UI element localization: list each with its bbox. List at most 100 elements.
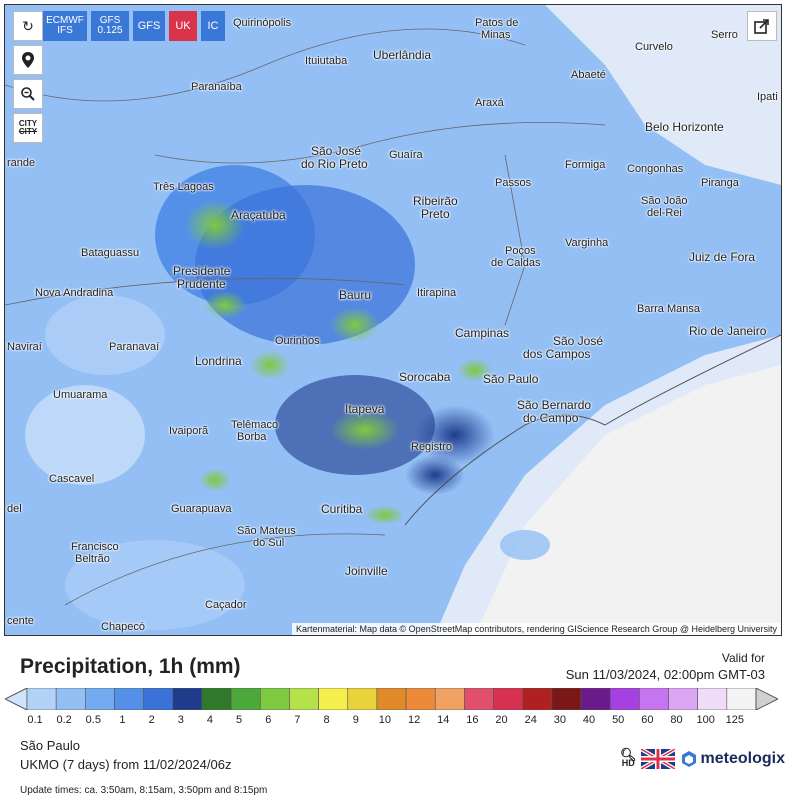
city-label: Cascavel [49, 473, 95, 485]
model-label-top: GFS [99, 15, 121, 26]
scale-tick-label: 5 [236, 714, 243, 726]
scale-swatch [609, 688, 640, 710]
city-label: Juiz de Fora [689, 250, 756, 264]
refresh-icon: ↻ [22, 17, 34, 34]
scale-tick-label: 16 [466, 714, 479, 726]
city-label: São José [311, 144, 362, 158]
city-label: do Rio Preto [301, 157, 368, 171]
share-button[interactable] [747, 11, 777, 41]
city-label: Ipati [757, 91, 778, 103]
brand[interactable]: 🔍︎HD meteologix.com [620, 747, 785, 769]
scale-tick-label: 24 [524, 714, 537, 726]
model-button-ic[interactable]: IC [201, 11, 225, 41]
uk-flag-icon[interactable] [640, 749, 675, 769]
model-label-bottom: 0.125 [97, 25, 123, 36]
scale-tick-label: 4 [206, 714, 214, 726]
city-label: Rio de Janeiro [689, 324, 767, 338]
map-credit: Kartenmaterial: Map data © OpenStreetMap… [292, 623, 781, 635]
scale-swatch [405, 688, 436, 710]
scale-swatch [493, 688, 524, 710]
scale-arrow-high [755, 688, 778, 710]
scale-swatch [347, 688, 378, 710]
city-label: Piranga [701, 177, 739, 189]
city-label: Guarapuava [171, 503, 232, 515]
city-label: Preto [421, 207, 450, 221]
scale-tick-label: 1 [119, 714, 126, 726]
city-label: del [7, 503, 22, 515]
scale-tick-label: 14 [437, 714, 450, 726]
zoom-icon [21, 87, 35, 101]
city-label: São José [553, 334, 604, 348]
city-label: Guaíra [389, 149, 423, 161]
model-button-gfs-0125[interactable]: GFS 0.125 [91, 11, 129, 41]
model-button-uk[interactable]: UK [169, 11, 197, 41]
scale-tick-label: 7 [294, 714, 301, 726]
scale-swatch [580, 688, 611, 710]
city-label: Bataguassu [81, 247, 140, 259]
scale-swatch [464, 688, 494, 710]
city-label: del-Rei [647, 207, 682, 219]
precipitation-map[interactable]: ECMWF IFS GFS 0.125 GFS UK IC ↻ CITY CIT… [4, 4, 782, 636]
model-label-top: GFS [137, 20, 161, 32]
city-label: Bauru [339, 288, 372, 302]
city-label: cente [7, 615, 34, 627]
model-label-top: ECMWF [46, 15, 84, 26]
scale-tick-label: 40 [582, 714, 596, 726]
scale-tick-label: 2 [148, 714, 155, 726]
city-label: rande [7, 157, 36, 169]
scale-swatch [376, 688, 407, 710]
scale-tick-label: 9 [352, 714, 359, 726]
meteologix-logo-icon [681, 751, 696, 767]
scale-swatch [26, 688, 57, 710]
city-label: Nova Andradina [35, 287, 114, 299]
model-button-ecmwf[interactable]: ECMWF IFS [43, 11, 87, 41]
city-label: Serro [711, 29, 738, 41]
scale-swatch [668, 688, 698, 710]
scale-tick-label: 0.1 [27, 714, 43, 726]
city-label: do Sul [253, 537, 285, 549]
city-label: Campinas [455, 326, 510, 340]
city-label: Araxá [475, 97, 504, 109]
city-label: Londrina [195, 354, 242, 368]
zoom-button[interactable] [13, 79, 43, 109]
refresh-button[interactable]: ↻ [13, 11, 43, 41]
city-label: Joinville [345, 564, 388, 578]
city-label: Poços [505, 245, 536, 257]
valid-for-label: Valid for [721, 651, 765, 665]
city-label: Presidente [173, 264, 231, 278]
city-label: Uberlândia [373, 48, 432, 62]
city-label: São Paulo [483, 372, 539, 386]
brand-name: meteologix.com [700, 750, 785, 767]
city-label: Naviraí [7, 341, 42, 353]
update-times: Update times: ca. 3:50am, 8:15am, 3:50pm… [20, 785, 268, 796]
scale-swatch [318, 688, 349, 710]
city-label: São Bernardo [517, 398, 592, 412]
city-label: Barra Mansa [637, 303, 700, 315]
scale-ticks: 0.1 0.2 0.5 1 2 3 4 5 6 7 8 9 10 12 14 16 20 24 30 40 50 60 80… [0, 714, 785, 730]
scale-tick-label: 30 [553, 714, 566, 726]
city-label: Ourinhos [275, 335, 320, 347]
city-label: Itirapina [417, 287, 457, 299]
model-button-gfs[interactable]: GFS [133, 11, 165, 41]
model-label-top: IC [207, 20, 219, 32]
location-button[interactable] [13, 45, 43, 75]
city-toggle-button[interactable]: CITY CITY [13, 113, 43, 143]
scale-tick-label: 125 [725, 714, 745, 726]
scale-tick-label: 10 [378, 714, 392, 726]
city-label: de Caldas [491, 257, 541, 269]
city-label: Ribeirão [413, 194, 458, 208]
legend-title: Precipitation, 1h (mm) [20, 655, 241, 678]
scale-tick-label: 100 [696, 714, 715, 726]
city-label: Chapecó [101, 621, 146, 633]
scale-tick-label: 12 [407, 714, 421, 726]
city-label: Francisco [71, 541, 119, 553]
city-label: Congonhas [627, 163, 684, 175]
city-label: Ituiutaba [305, 55, 348, 67]
city-label: Registro [411, 441, 452, 453]
hd-search-icon[interactable]: 🔍︎ HD [620, 747, 637, 768]
location-pin-icon [22, 52, 34, 68]
city-label: Prudente [177, 277, 226, 291]
scale-swatch [522, 688, 553, 710]
city-label: Curvelo [635, 41, 673, 53]
scale-swatch [551, 688, 582, 710]
